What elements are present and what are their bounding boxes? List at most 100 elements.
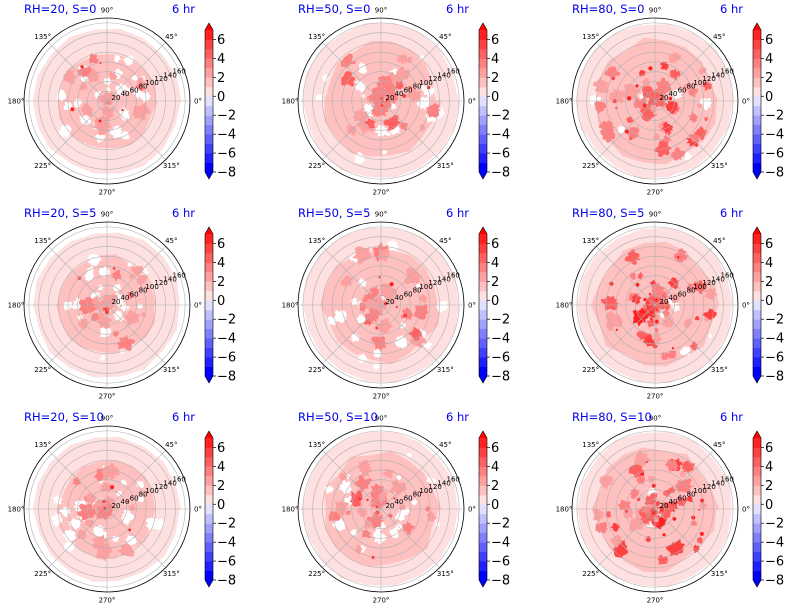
- contour-level-neg: [357, 352, 369, 364]
- contour-level-pos: [660, 300, 672, 312]
- polar-spine: [23, 221, 191, 389]
- contour-level-neg: [683, 152, 694, 162]
- colorbar-segment: [479, 366, 487, 377]
- contour-level-pos: [89, 53, 99, 64]
- radial-tick-label: 100: [145, 487, 158, 495]
- polar-panel: 0°45°90°135°180°225°270°315°20 40 60 801001…: [282, 410, 511, 605]
- radial-tick-label: 160: [173, 68, 186, 76]
- angular-tick-label: 90°: [375, 211, 387, 219]
- contour-level-pos: [666, 350, 678, 359]
- contour-level-neg: [51, 513, 64, 527]
- colorbar-segment: [753, 475, 761, 486]
- radial-tick-label: 60: [130, 494, 139, 502]
- contour-level-pos: [340, 275, 354, 288]
- colorbar-segment: [479, 48, 487, 59]
- colorbar-extend-min: [205, 172, 213, 179]
- angular-tick-label: 0°: [468, 506, 476, 514]
- colorbar-segment: [479, 309, 487, 320]
- colorbar-tick-label: −2: [765, 109, 784, 124]
- colorbar-segment: [205, 338, 213, 348]
- contour-level-neg: [56, 89, 67, 103]
- contour-peak: [376, 505, 379, 508]
- contour-level-pos: [638, 69, 646, 77]
- contour-level-pos: [689, 341, 699, 351]
- contour-peak: [637, 311, 641, 315]
- contour-level-pos: [661, 314, 675, 330]
- contour-peak: [80, 65, 84, 69]
- contour-level-pos: [663, 134, 672, 144]
- polar-panel: 0°45°90°135°180°225°270°315°20 40 60 801001…: [282, 2, 511, 197]
- colorbar-segment: [205, 456, 213, 467]
- angular-tick-label: 315°: [163, 162, 180, 170]
- radial-tick-label: 140: [437, 275, 450, 283]
- angular-gridline: [596, 246, 656, 306]
- contour-level-pos: [80, 81, 88, 91]
- contour-level-pos: [610, 534, 623, 548]
- colorbar-tick-label: −8: [765, 166, 784, 181]
- contour-peak: [393, 497, 396, 500]
- contour-level-neg: [388, 122, 402, 136]
- colorbar-extend-min: [753, 376, 761, 383]
- contour-peak: [650, 317, 653, 321]
- contour-level-pos: [414, 303, 428, 320]
- colorbar-segment: [479, 542, 487, 552]
- contour-peak: [677, 256, 680, 259]
- colorbar-segment: [205, 281, 213, 292]
- angular-tick-label: 0°: [194, 506, 202, 514]
- contour-level-neg: [52, 495, 64, 505]
- colorbar-segment: [753, 67, 761, 78]
- colorbar: 6 4 2 0 −2 −4 −6 −8: [478, 430, 510, 589]
- colorbar-tick-label: −2: [217, 517, 236, 532]
- contour-peak: [668, 96, 673, 101]
- radial-tick-label: 40: [395, 498, 404, 506]
- contour-level-pos: [382, 98, 392, 111]
- colorbar-segment: [205, 561, 213, 571]
- colorbar-segment: [753, 357, 761, 367]
- angular-tick-label: 0°: [468, 98, 476, 106]
- polar-panel: 0°45°90°135°180°225°270°315°20 40 60 801001…: [556, 2, 785, 197]
- polar-spine: [297, 17, 465, 185]
- angular-tick-label: 135°: [308, 441, 325, 449]
- contour-level-neg: [136, 481, 145, 489]
- angular-tick-label: 0°: [194, 302, 202, 310]
- panel-time-label: 6 hr: [720, 206, 743, 220]
- contour-peak: [77, 276, 82, 280]
- panel-title: RH=20, S=0: [24, 2, 96, 16]
- panel-title: RH=80, S=5: [572, 206, 644, 220]
- contour-level-pos: [653, 139, 673, 158]
- contour-level-pos: [352, 107, 370, 124]
- colorbar-segment: [479, 143, 487, 154]
- contour-level-pos: [674, 496, 689, 507]
- colorbar-segment: [479, 115, 487, 126]
- radial-tick-label: 80: [687, 491, 696, 499]
- contour-level-pos: [622, 83, 641, 100]
- colorbar-segment: [753, 290, 761, 301]
- colorbar-segment: [205, 551, 213, 562]
- colorbar-tick-label: 4: [765, 52, 773, 67]
- angular-tick-label: 315°: [711, 162, 728, 170]
- colorbar-segment: [205, 86, 213, 97]
- colorbar-tick-label: −2: [491, 109, 510, 124]
- contour-level-neg: [137, 496, 145, 503]
- contour-peak: [615, 328, 618, 331]
- colorbar-segment: [205, 234, 213, 244]
- panel-title: RH=50, S=10: [298, 410, 378, 424]
- angular-tick-label: 315°: [711, 366, 728, 374]
- colorbar-tick-label: 2: [491, 71, 499, 86]
- contour-level-pos: [696, 537, 704, 545]
- colorbar-segment: [479, 347, 487, 358]
- angular-gridline: [380, 304, 440, 364]
- contour-level-pos: [674, 248, 689, 263]
- contour-level-pos: [406, 85, 413, 92]
- colorbar-tick-label: 6: [217, 33, 225, 48]
- contour-level-pos: [352, 246, 372, 266]
- colorbar-segment: [753, 542, 761, 552]
- contour-level-pos: [657, 554, 669, 565]
- contour-level-pos: [128, 273, 135, 280]
- colorbar-segment: [479, 475, 487, 486]
- angular-gridline: [48, 304, 108, 364]
- contour-level-pos: [379, 283, 398, 301]
- contour-level-pos: [101, 462, 120, 480]
- contour-level-neg: [62, 528, 77, 542]
- colorbar-tick-label: 4: [765, 460, 773, 475]
